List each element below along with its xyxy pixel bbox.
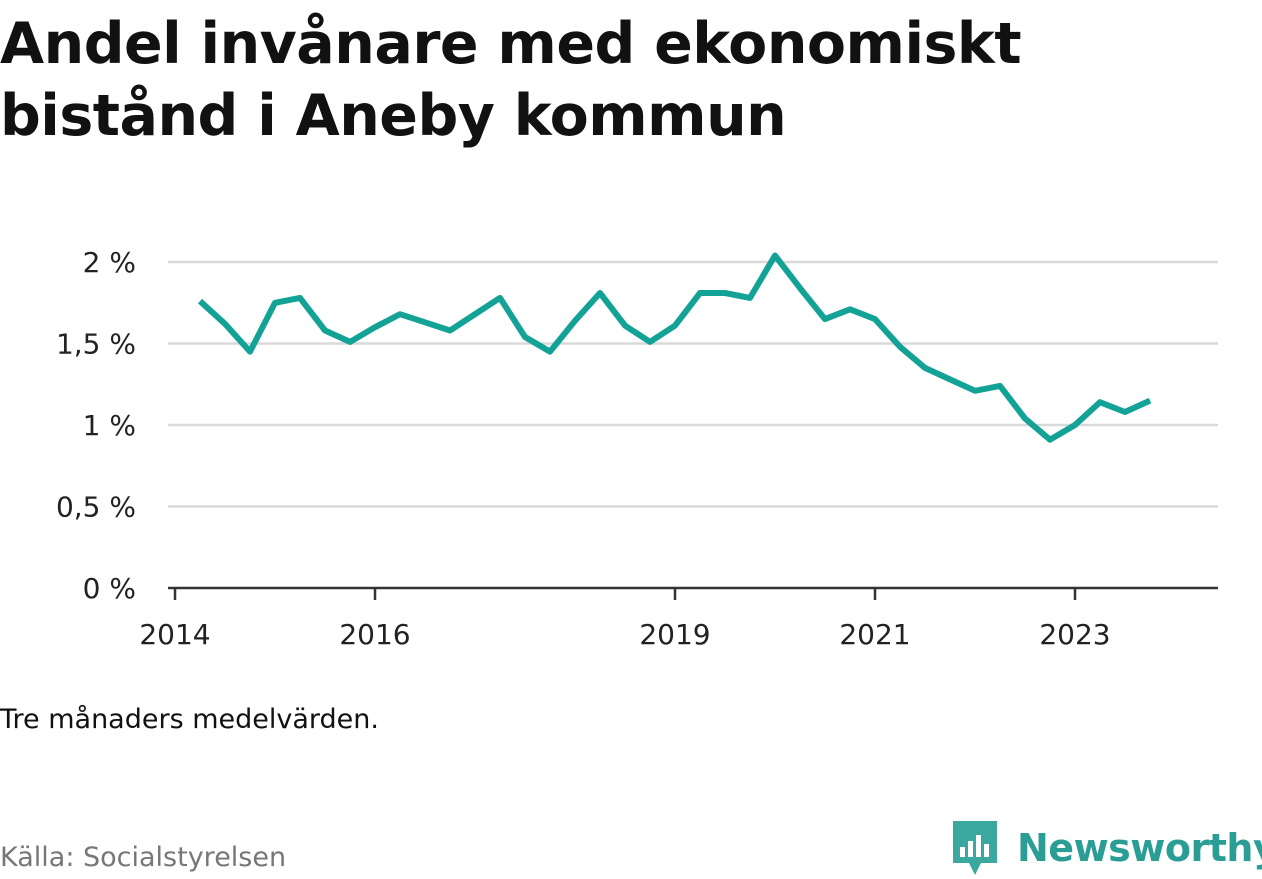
x-tick-label: 2019: [639, 618, 710, 651]
data-point: [947, 376, 953, 382]
data-point: [472, 311, 478, 317]
grid-lines: [168, 260, 1218, 508]
data-point: [372, 324, 378, 330]
data-point: [1072, 422, 1078, 428]
data-point: [922, 365, 928, 371]
data-point: [997, 383, 1003, 389]
series-group: [197, 252, 1153, 443]
data-point: [572, 318, 578, 324]
y-tick-label: 0,5 %: [56, 491, 136, 524]
data-point: [797, 285, 803, 291]
data-point: [897, 344, 903, 350]
data-point: [1097, 399, 1103, 405]
series-line-0: [197, 252, 1152, 443]
y-tick-label: 1,5 %: [56, 328, 136, 361]
chart-note: Tre månaders medelvärden.: [0, 704, 379, 735]
x-tick-label: 2023: [1039, 618, 1110, 651]
data-point: [397, 311, 403, 317]
data-point: [872, 316, 878, 322]
data-point: [1022, 415, 1028, 421]
y-tick-label: 1 %: [83, 409, 136, 442]
newsworthy-logo-icon: [953, 821, 997, 875]
data-point: [822, 316, 828, 322]
data-point: [722, 290, 728, 296]
data-point: [747, 295, 753, 301]
data-point: [322, 327, 328, 333]
data-point: [622, 323, 628, 329]
data-point: [547, 349, 553, 355]
data-point: [272, 300, 278, 306]
data-point: [247, 349, 253, 355]
x-tick-label: 2016: [339, 618, 410, 651]
data-point: [497, 295, 503, 301]
data-point: [672, 323, 678, 329]
y-tick-label: 2 %: [83, 246, 136, 279]
data-point: [297, 295, 303, 301]
brand-name: Newsworthy: [1017, 826, 1262, 870]
data-point: [347, 339, 353, 345]
data-point: [422, 319, 428, 325]
chart-title: Andel invånare med ekonomiskt bistånd i …: [0, 11, 1022, 149]
line-chart: 0 % 0,5 % 1 % 1,5 % 2 % 2014 2016 2019 2021 2023: [56, 246, 1218, 651]
data-point: [597, 290, 603, 296]
source-text: Källa: Socialstyrelsen: [0, 842, 287, 873]
x-tick-label: 2021: [839, 618, 910, 651]
data-point: [647, 339, 653, 345]
data-point: [222, 321, 228, 327]
data-point: [197, 298, 203, 304]
data-point: [522, 334, 528, 340]
data-point: [447, 327, 453, 333]
x-axis: 2014 2016 2019 2021 2023: [139, 586, 1218, 651]
data-point: [972, 388, 978, 394]
y-tick-label: 0 %: [83, 572, 136, 605]
data-point: [697, 290, 703, 296]
brand-logo: Newsworthy: [951, 817, 1262, 879]
data-point: [847, 306, 853, 312]
data-point: [1122, 409, 1128, 415]
data-point: [1147, 398, 1153, 404]
x-tick-label: 2014: [139, 618, 210, 651]
y-axis-labels: 0 % 0,5 % 1 % 1,5 % 2 %: [56, 246, 136, 605]
data-point: [1047, 437, 1053, 443]
data-point: [772, 252, 778, 258]
